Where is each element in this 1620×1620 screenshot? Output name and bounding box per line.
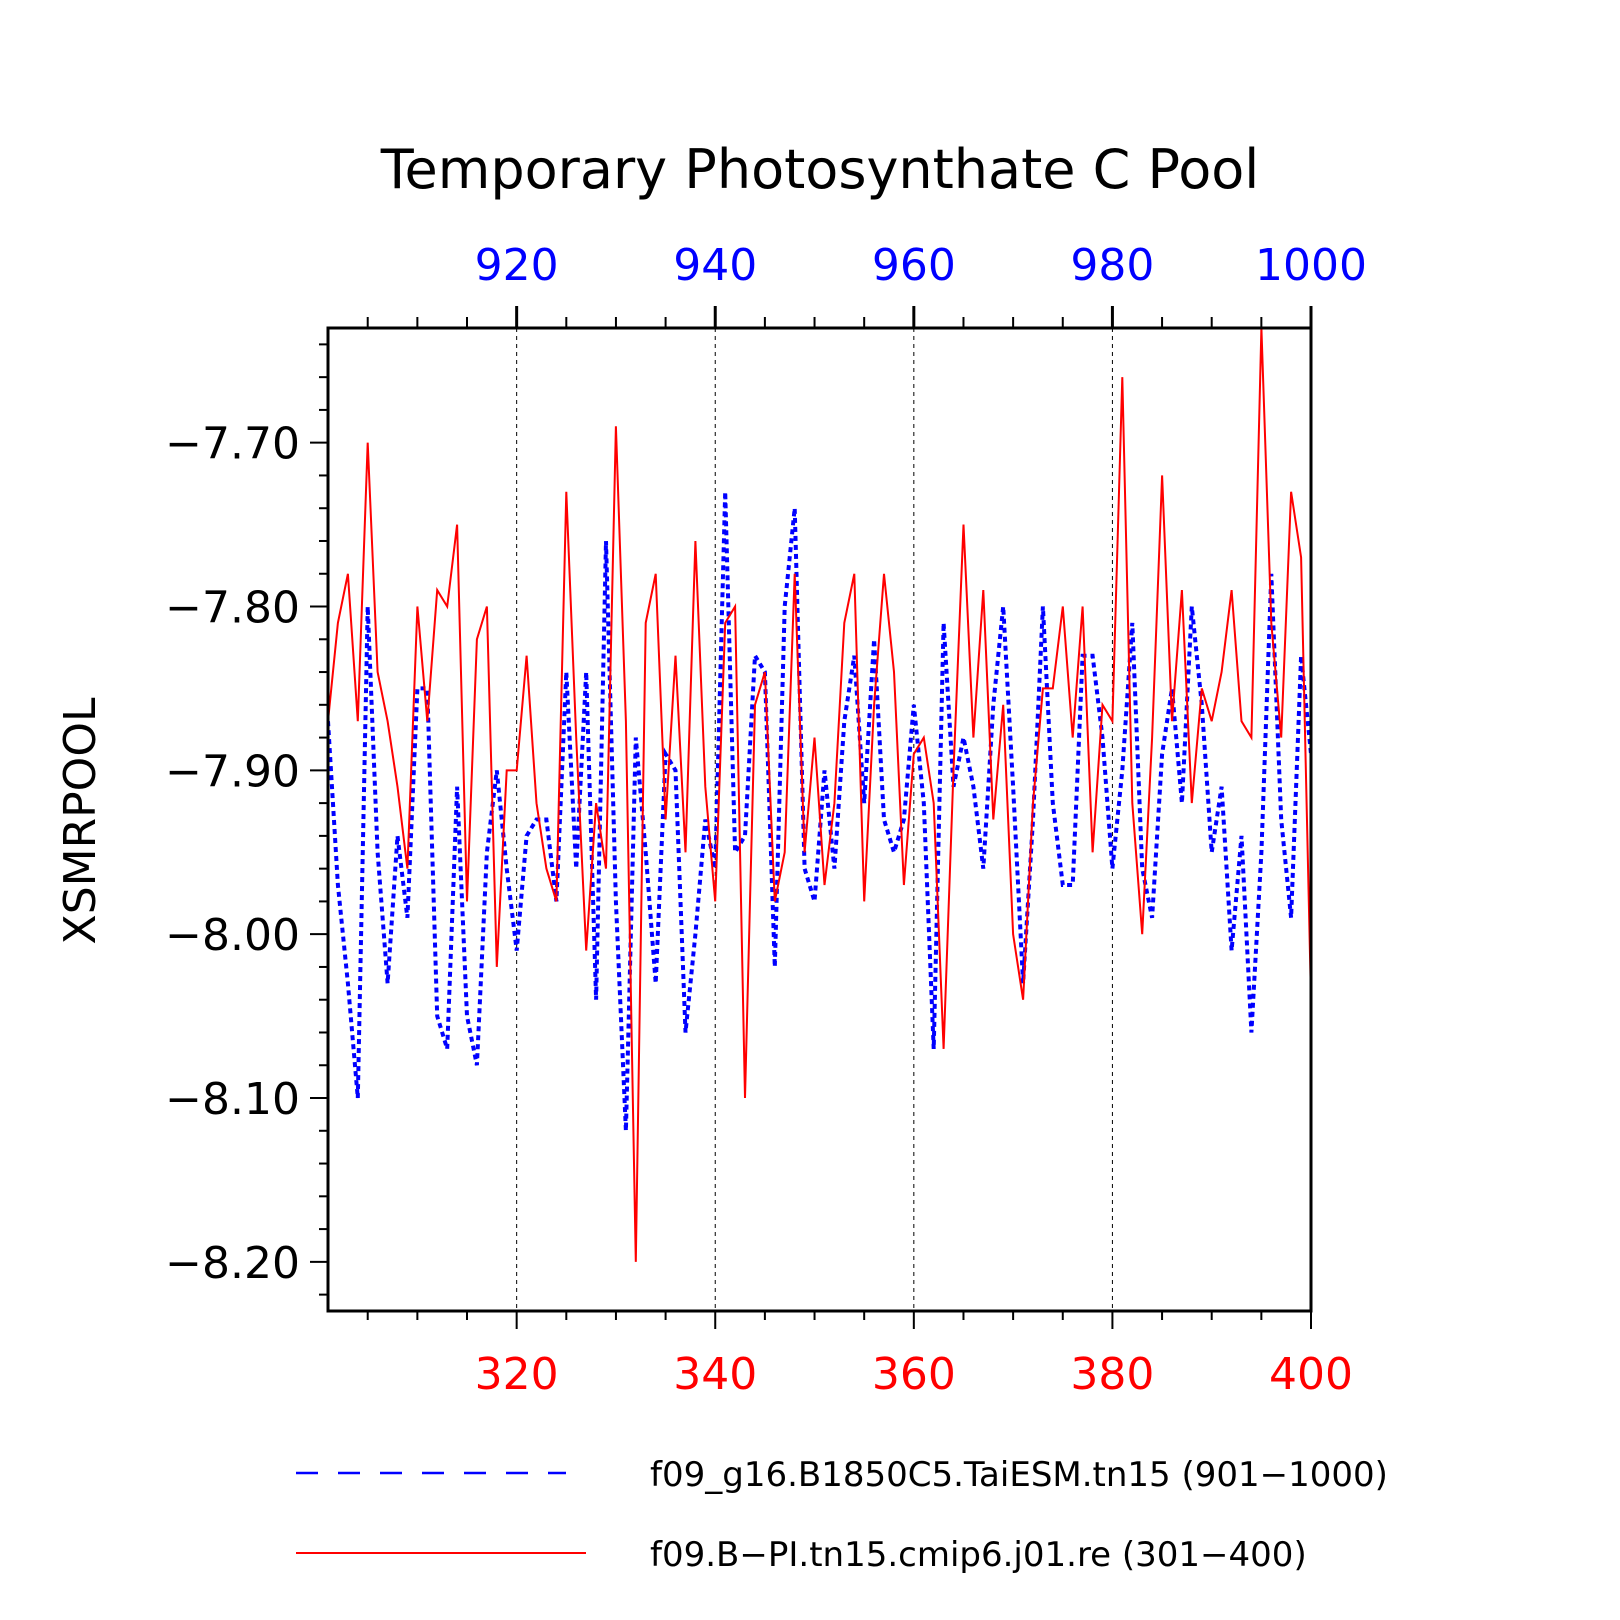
x-bottom-tick-label: 400 [1269,1349,1353,1400]
legend-label: f09_g16.B1850C5.TaiESM.tn15 (901−1000) [650,1455,1388,1495]
x-top-tick-label: 1000 [1255,240,1367,291]
y-tick-label: −8.10 [165,1074,300,1125]
series-line-red-solid [328,328,1311,1262]
x-bottom-tick-label: 340 [673,1349,757,1400]
plot-frame [326,326,1313,1313]
y-tick-label: −8.20 [165,1238,300,1289]
x-bottom-tick-label: 360 [872,1349,956,1400]
x-top-tick-label: 960 [872,240,956,291]
series-layer [328,328,1311,1262]
y-tick-label: −7.70 [165,419,300,470]
y-axis-label: XSMRPOOL [55,697,106,944]
x-top-tick-label: 920 [475,240,559,291]
x-top-tick-label: 940 [673,240,757,291]
x-bottom-tick-label: 380 [1070,1349,1154,1400]
x-bottom-tick-label: 320 [475,1349,559,1400]
axes: −7.70 −7.80 −7.90 −8.00 −8.10 −8.20 320 340 360 3… [165,240,1367,1400]
legend-label: f09.B−PI.tn15.cmip6.j01.re (301−400) [650,1535,1307,1575]
y-tick-label: −7.80 [165,583,300,634]
y-tick-label: −7.90 [165,746,300,797]
chart-title: Temporary Photosynthate C Pool [380,138,1260,201]
grid-lines [516,328,1113,1311]
y-tick-label: −8.00 [165,910,300,961]
legend: f09_g16.B1850C5.TaiESM.tn15 (901−1000) f0… [296,1455,1388,1575]
x-top-tick-label: 980 [1070,240,1154,291]
